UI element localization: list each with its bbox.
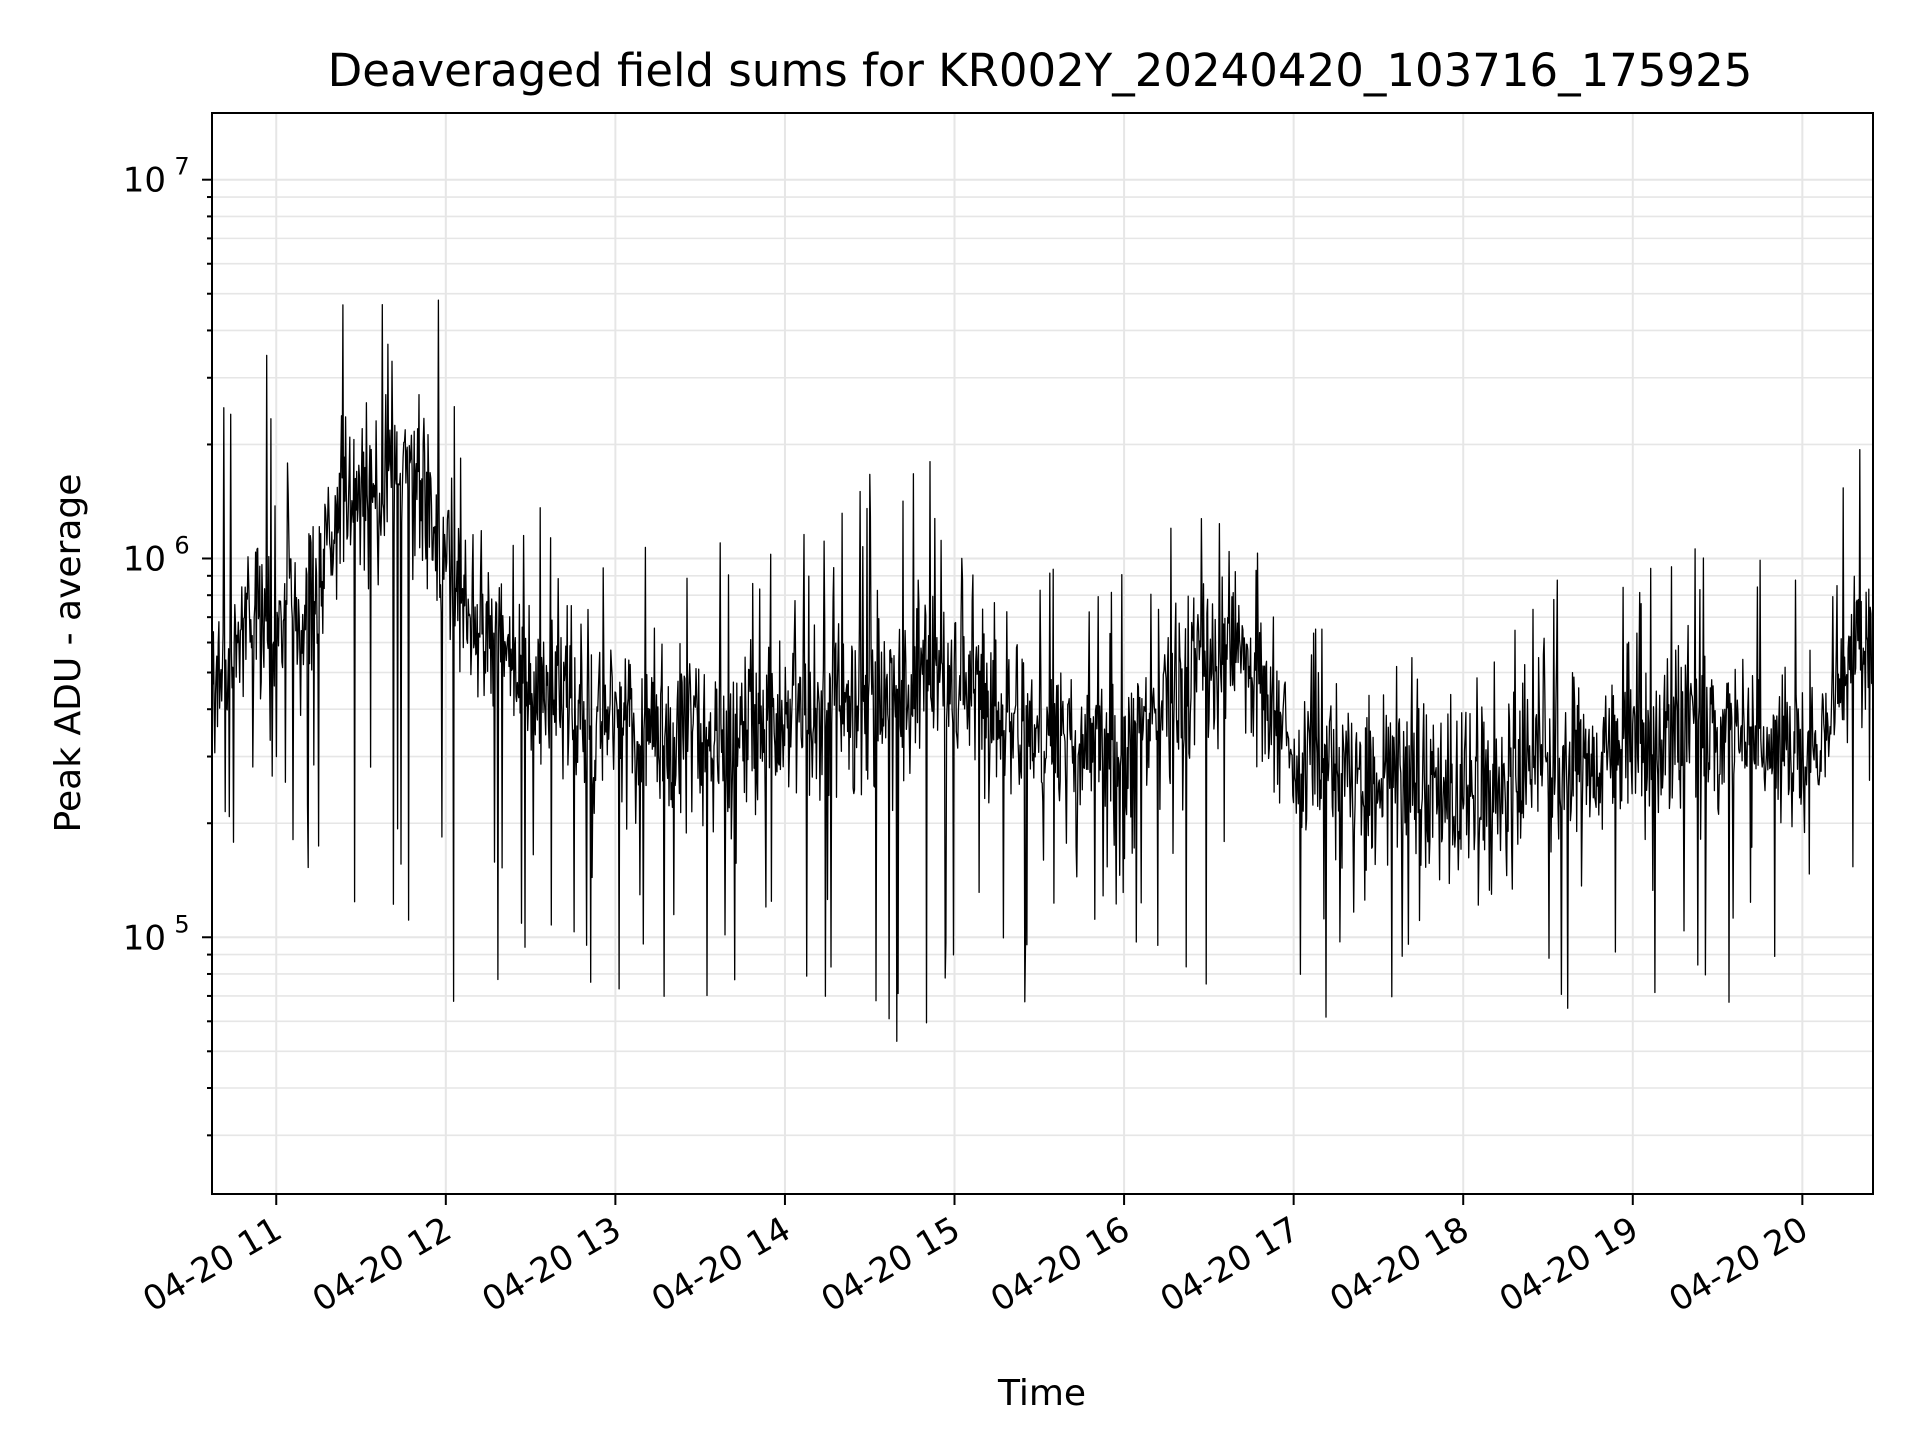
- plot-area-frame: [211, 112, 1874, 1195]
- y-tick-label: 10: [123, 918, 166, 958]
- y-axis-title: Peak ADU - average: [48, 474, 89, 833]
- y-tick-exponent: 7: [174, 153, 189, 181]
- y-axis: 10 5 10 6 10 7: [123, 153, 212, 1137]
- y-tick-label: 10: [123, 539, 166, 579]
- y-tick-exponent: 5: [174, 910, 189, 938]
- x-axis-title: Time: [997, 1373, 1086, 1414]
- grid-lines: [212, 113, 1873, 1194]
- y-tick-exponent: 6: [174, 531, 189, 559]
- series-layer: [211, 299, 1874, 1042]
- chart-title: Deaveraged field sums for KR002Y_2024042…: [328, 44, 1753, 97]
- y-tick-label: 10: [123, 161, 166, 201]
- series-line: [211, 299, 1874, 1042]
